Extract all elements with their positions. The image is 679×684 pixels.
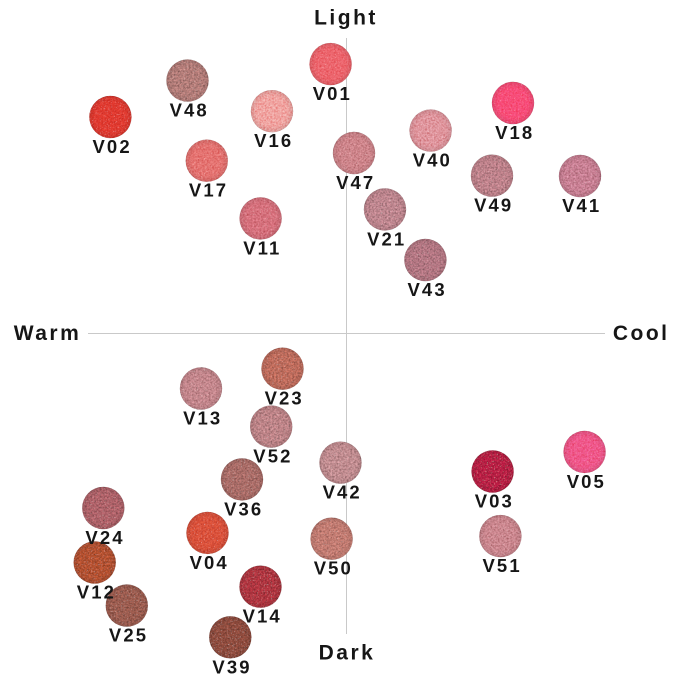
svg-text:V25: V25 [109,625,148,646]
svg-text:Warm: Warm [14,322,82,345]
svg-text:V11: V11 [243,237,281,258]
svg-text:V42: V42 [323,482,362,503]
svg-text:V17: V17 [189,180,228,201]
svg-text:V05: V05 [567,471,606,492]
svg-text:V24: V24 [85,527,124,548]
svg-text:Dark: Dark [319,642,376,665]
svg-text:V48: V48 [170,100,209,121]
svg-text:Light: Light [314,7,378,30]
svg-text:V47: V47 [336,172,375,193]
svg-text:V49: V49 [474,195,513,216]
svg-text:V03: V03 [475,491,514,512]
svg-text:V41: V41 [562,195,601,216]
svg-text:V04: V04 [190,552,229,573]
svg-text:V14: V14 [243,606,282,627]
svg-text:V43: V43 [407,279,446,300]
svg-text:V12: V12 [77,582,116,603]
svg-text:V21: V21 [367,228,406,249]
svg-text:V39: V39 [212,656,251,677]
svg-text:V01: V01 [313,83,352,104]
svg-text:V13: V13 [183,408,222,429]
svg-text:Cool: Cool [613,322,670,345]
svg-text:V02: V02 [92,136,131,157]
svg-text:V40: V40 [413,150,452,171]
svg-text:V52: V52 [253,446,292,467]
svg-text:V36: V36 [224,498,263,519]
svg-text:V23: V23 [265,388,304,409]
svg-text:V51: V51 [482,555,521,576]
svg-text:V50: V50 [314,558,353,579]
svg-text:V18: V18 [495,122,534,143]
svg-text:V16: V16 [254,130,293,151]
